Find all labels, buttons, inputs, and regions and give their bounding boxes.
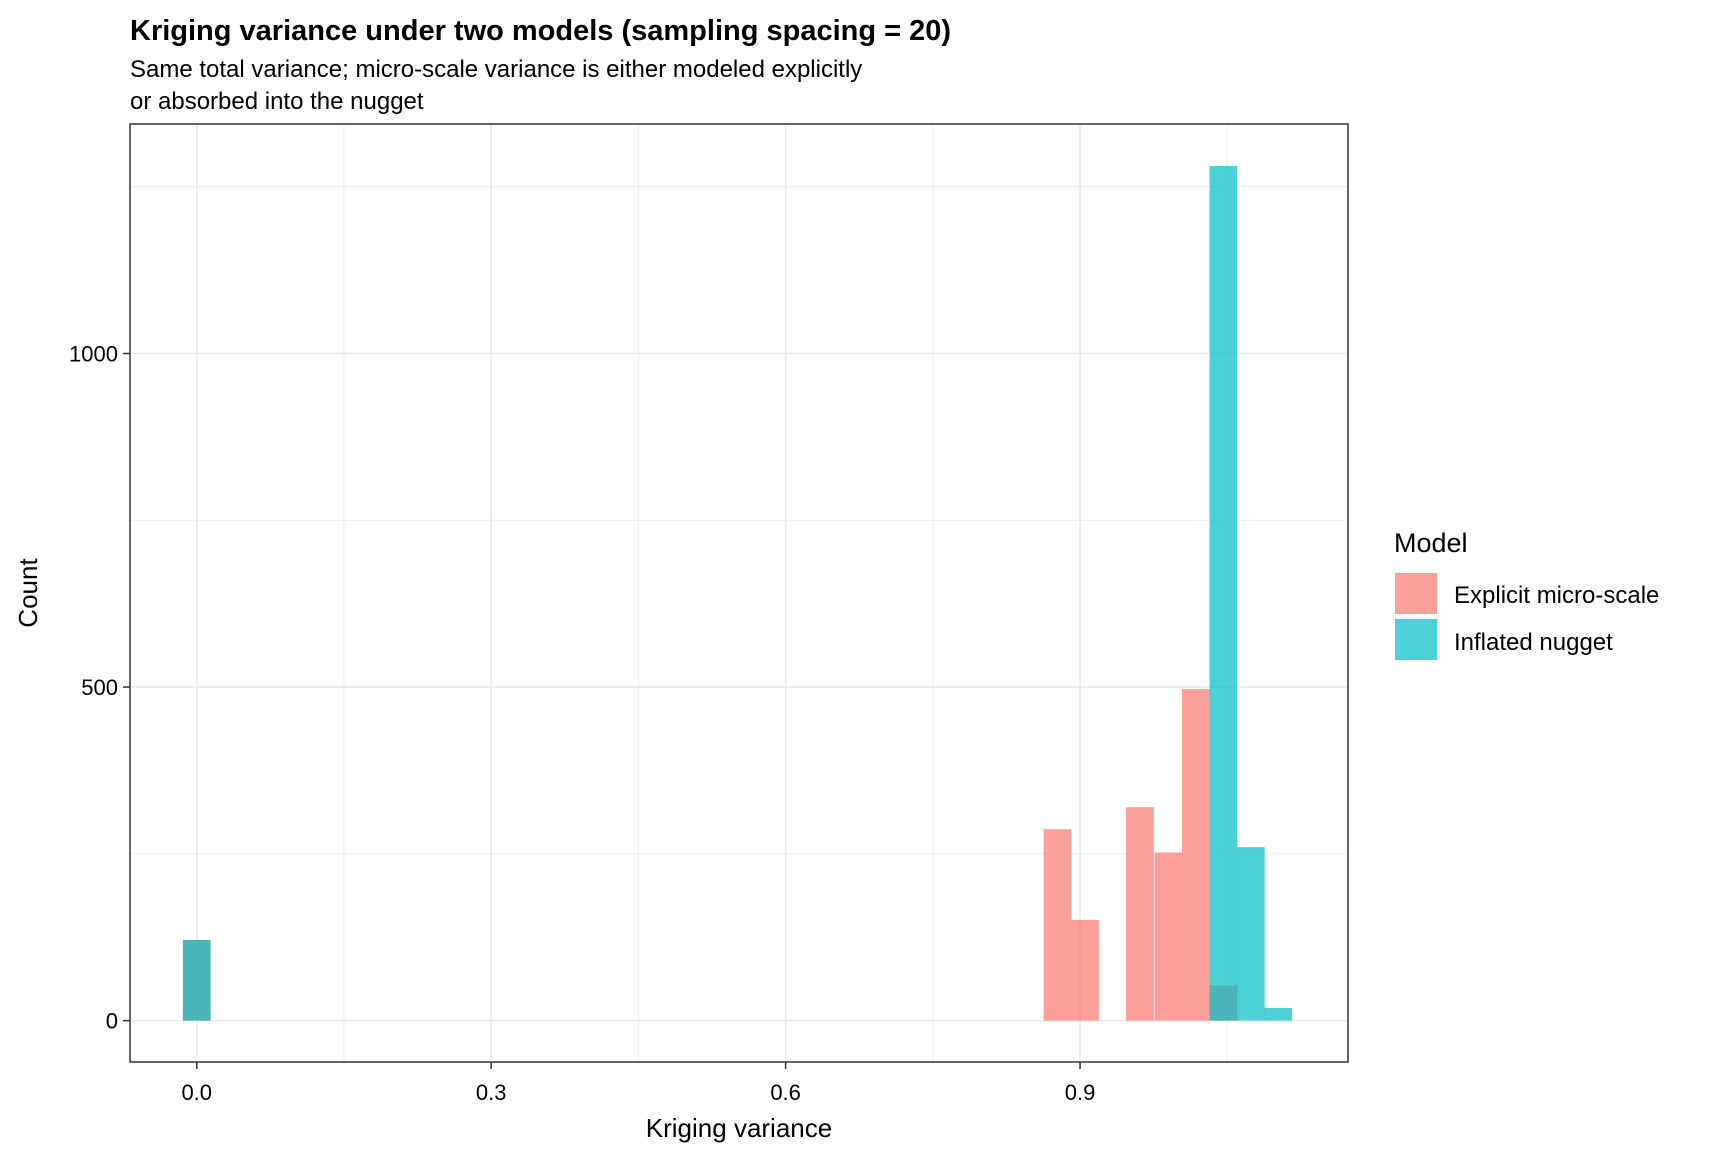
histogram-bar-explicit [1071, 919, 1099, 1021]
x-tick-label: 0.6 [770, 1080, 801, 1105]
histogram-bar-explicit [1182, 689, 1210, 1021]
chart-subtitle-line-2: or absorbed into the nugget [130, 88, 424, 115]
panel-border [129, 123, 1349, 1063]
histogram-bar-explicit [1043, 829, 1072, 1021]
histogram-bar-inflated [182, 939, 211, 1021]
axis-ticks: 0.0 0.3 0.6 0.9 0 500 1000 [69, 341, 1095, 1105]
legend-key-explicit-micro-scale [1395, 573, 1437, 614]
y-tick-label: 1000 [69, 341, 118, 366]
x-tick-label: 0.3 [476, 1080, 507, 1105]
x-tick-label: 0.0 [181, 1080, 212, 1105]
x-axis-title: Kriging variance [646, 1113, 832, 1143]
histogram-bar-inflated [1236, 847, 1265, 1021]
histogram-bar-inflated [1209, 166, 1238, 1021]
legend-title: Model [1394, 528, 1468, 558]
histogram-bar-explicit [1126, 807, 1154, 1021]
legend: Model Explicit micro-scale Inflated nugg… [1394, 528, 1659, 660]
histogram-bar-explicit [1154, 852, 1183, 1021]
legend-label-inflated-nugget: Inflated nugget [1454, 629, 1613, 656]
y-tick-label: 500 [81, 675, 118, 700]
bars [182, 166, 1293, 1021]
chart-title: Kriging variance under two models (sampl… [130, 15, 951, 47]
y-axis-title: Count [13, 558, 43, 628]
x-tick-label: 0.9 [1065, 1080, 1096, 1105]
chart-subtitle-line-1: Same total variance; micro-scale varianc… [130, 56, 862, 83]
legend-label-explicit-micro-scale: Explicit micro-scale [1454, 582, 1659, 609]
histogram-bar-inflated [1264, 1007, 1293, 1021]
y-tick-label: 0 [106, 1009, 118, 1034]
legend-key-inflated-nugget [1395, 619, 1437, 660]
